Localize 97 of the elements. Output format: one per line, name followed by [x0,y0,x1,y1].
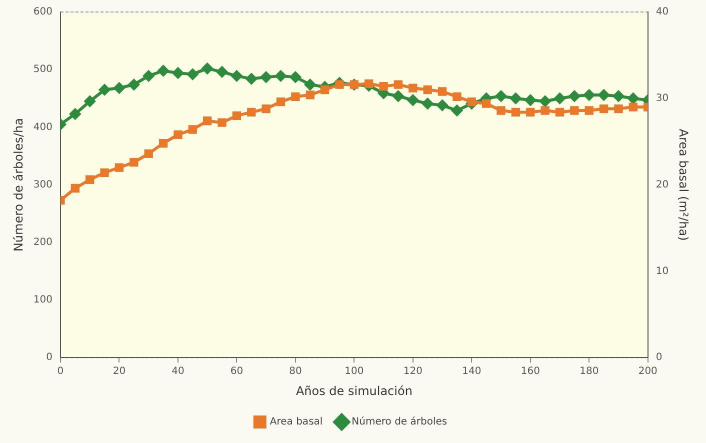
point [84,96,96,107]
point [584,106,594,115]
point [128,79,140,90]
point [276,98,286,106]
point [526,108,535,117]
point [570,106,579,115]
point [86,175,94,184]
x-tick-label: 60 [230,366,244,378]
point [540,96,551,107]
point [598,89,610,100]
point [290,72,301,83]
x-tick-label: 100 [344,366,364,378]
point [511,108,520,117]
point [452,92,462,101]
x-tick-label: 120 [403,366,422,378]
point [407,94,418,106]
point [218,118,226,127]
point [158,139,168,148]
point [306,90,314,100]
y-tick-label: 400 [33,122,52,133]
y2-axis-title: Area basal (m²/ha) [676,128,691,241]
point [130,158,138,167]
point [496,90,507,102]
point [584,89,595,100]
y-axis-title: Número de árboles/ha [11,118,26,252]
y2-tick-label: 0 [656,352,662,364]
point [436,100,448,111]
point [423,85,432,94]
point [188,125,197,134]
x-tick-label: 180 [580,366,599,378]
x-tick-label: 160 [520,366,540,378]
point [262,104,270,114]
x-tick-label: 140 [462,366,482,378]
point [260,72,272,83]
point [291,92,300,101]
point [70,184,80,193]
point [554,92,566,104]
point [613,90,624,102]
point [599,104,608,114]
y-tick-label: 0 [46,352,52,364]
point [628,92,639,104]
y2-tick-label: 40 [656,6,669,18]
x-tick-label: 80 [289,366,302,378]
x-tick-label: 0 [57,366,64,378]
point [114,82,125,94]
point [568,90,580,102]
point [555,108,564,117]
point [304,79,316,90]
point [232,111,242,120]
point [174,130,182,140]
point [320,85,330,94]
point [524,94,536,106]
point [100,168,109,178]
point [216,66,228,78]
point [364,79,374,88]
point [422,98,434,110]
x-tick-label: 20 [112,366,126,378]
point [203,116,212,126]
point [540,106,550,115]
y2-tick-label: 30 [656,92,669,104]
point [144,149,153,158]
point [628,102,638,112]
x-tick-label: 200 [638,366,658,378]
point [510,92,522,104]
y-tick-label: 200 [33,236,52,248]
point [275,70,286,82]
point [438,87,447,96]
point [99,84,110,96]
point [451,104,462,116]
point [392,90,404,102]
y-tick-label: 600 [33,6,52,18]
point [467,98,476,106]
point [614,104,623,114]
point [143,70,154,82]
x-axis-title: Años de simulación [296,384,412,398]
point [114,163,124,172]
y-tick-label: 300 [33,179,52,190]
y-tick-label: 100 [33,294,52,306]
point [408,84,418,92]
y-tick-label: 500 [33,64,52,76]
point [379,82,388,91]
point [496,106,506,115]
point [172,68,184,79]
point [246,73,257,84]
point [482,99,491,108]
x-tick-label: 40 [172,366,184,378]
legend-label: Número de árboles [352,416,448,428]
point [158,65,169,76]
point [394,80,403,89]
point [202,62,213,74]
point [187,68,198,80]
point [70,108,81,120]
legend-label: Area basal [270,416,323,428]
point [231,70,242,82]
y2-tick-label: 20 [656,179,669,190]
y2-tick-label: 10 [656,266,669,277]
point [247,108,256,117]
